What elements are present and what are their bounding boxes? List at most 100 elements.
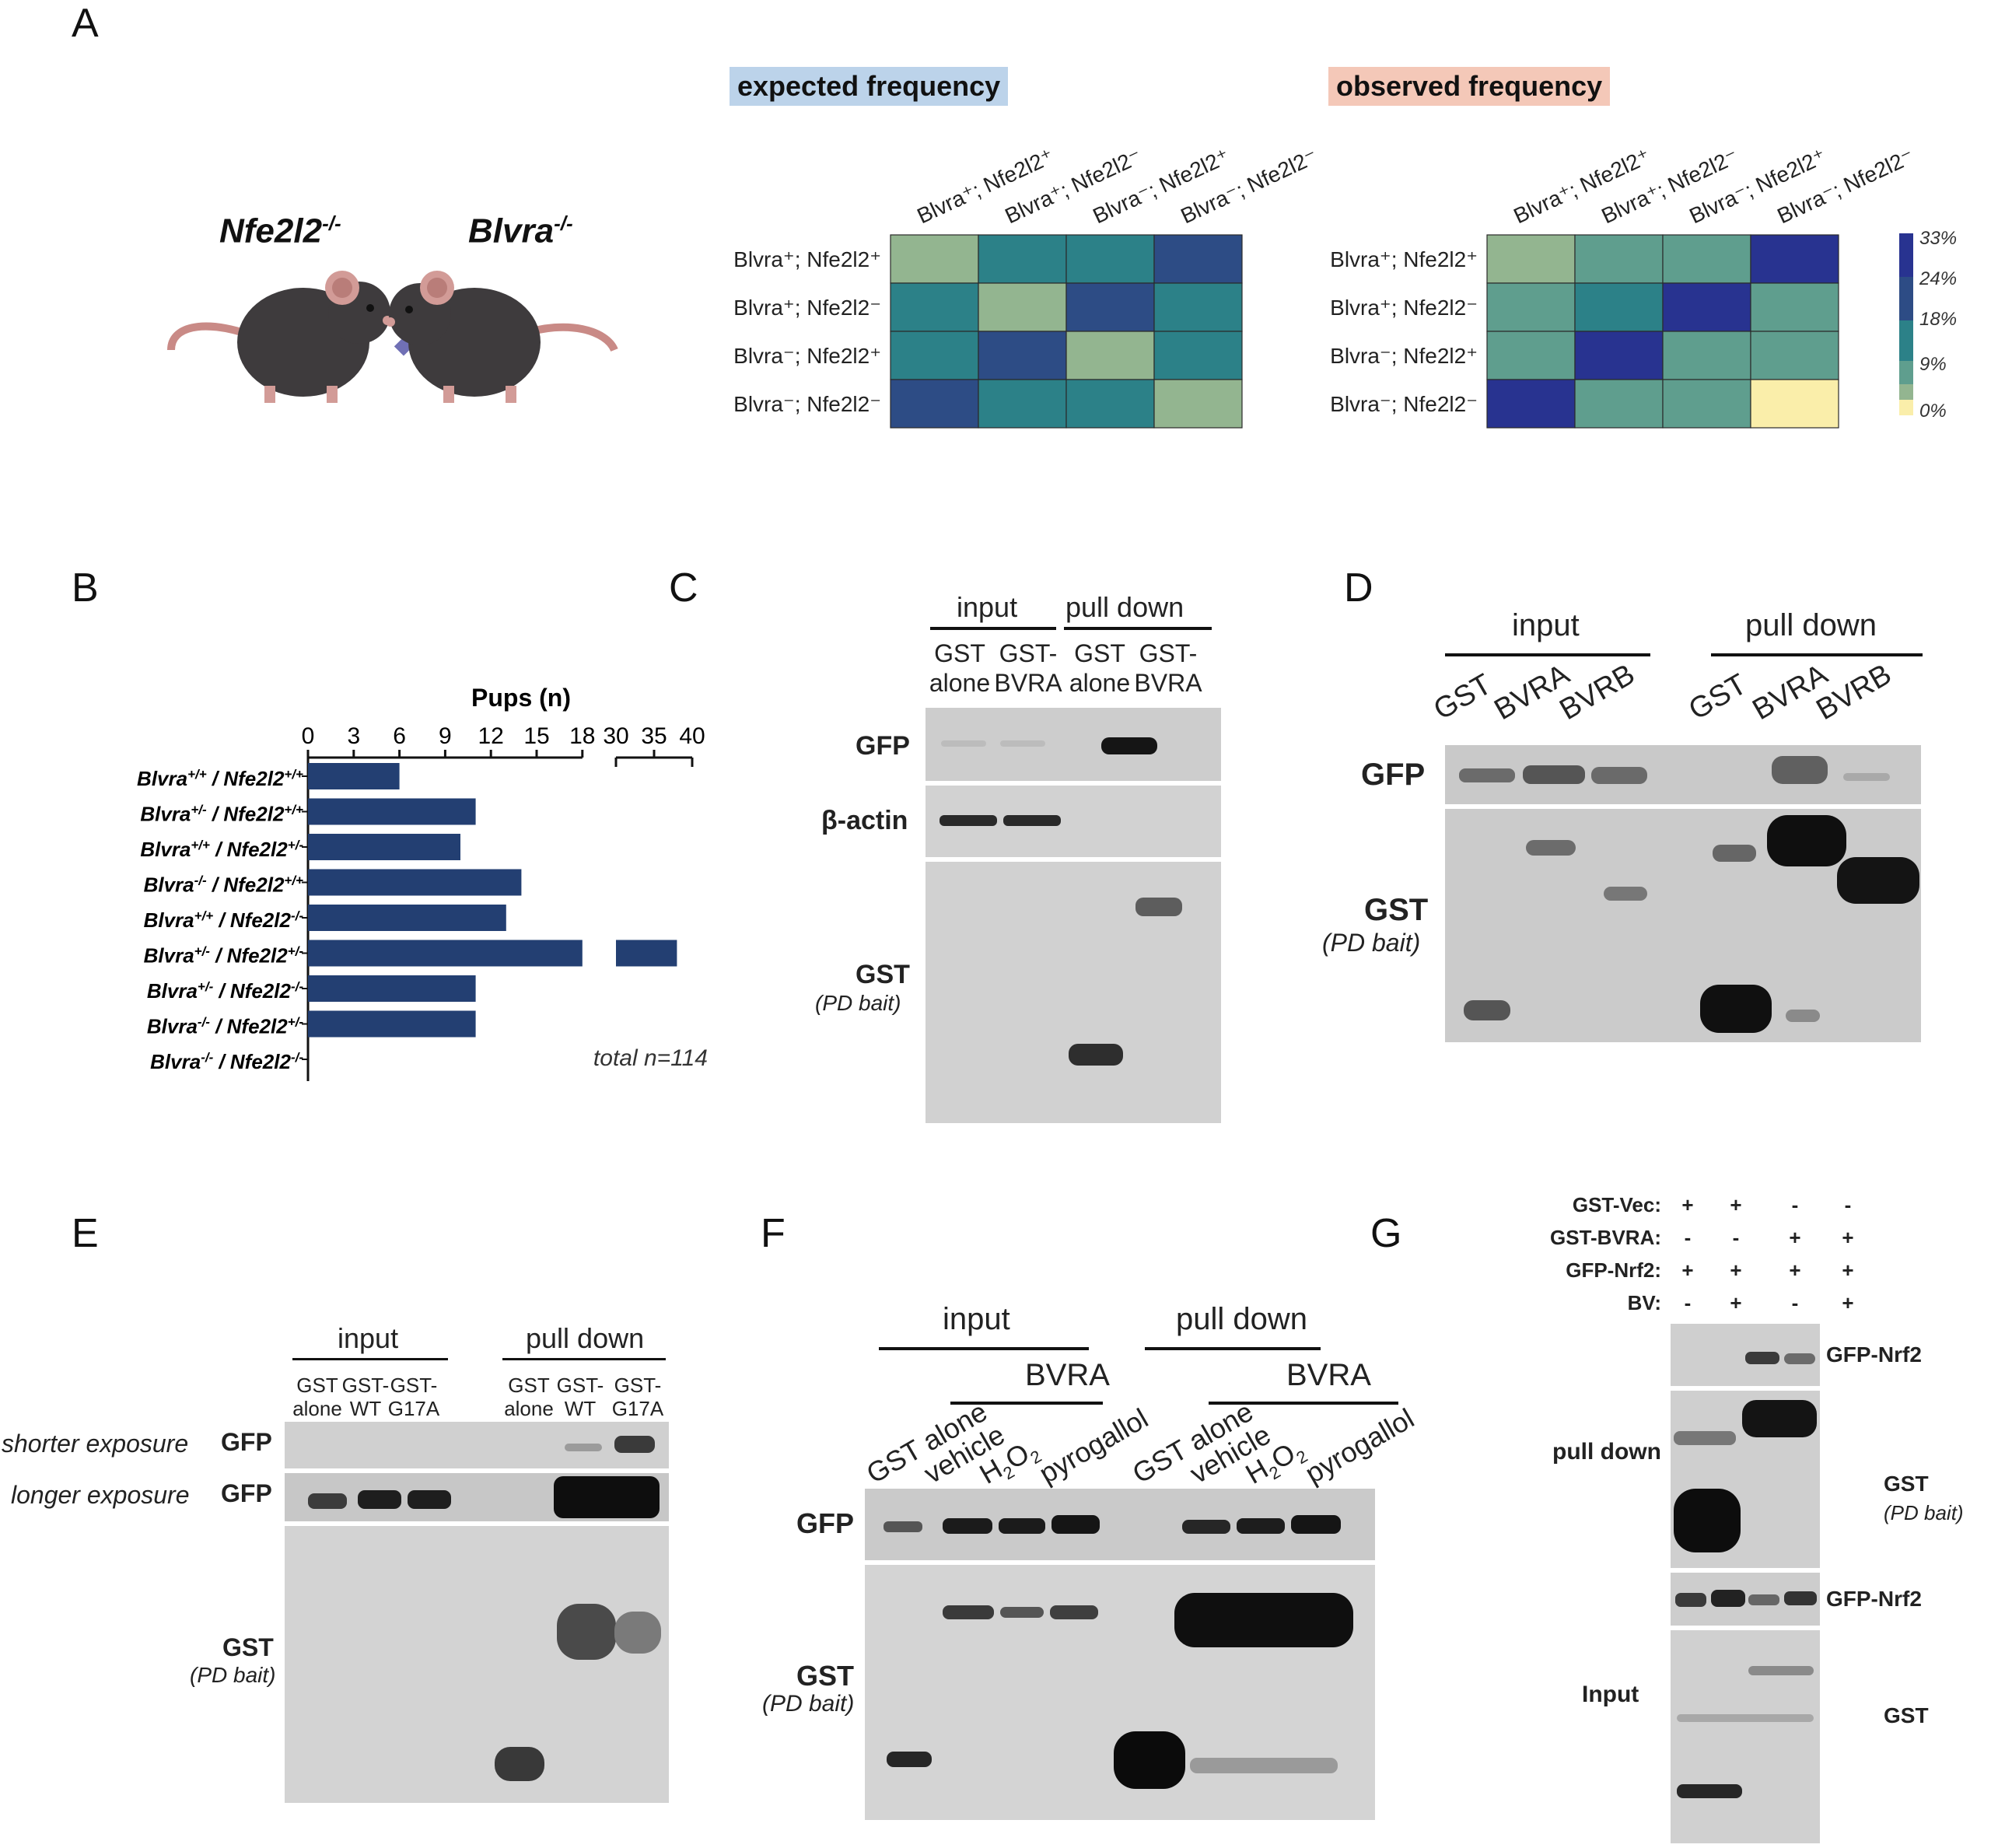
b-tick-label: 40 (679, 723, 705, 749)
e-lane-label-line1: GST- (341, 1374, 390, 1397)
panel-a: Nfe2l2-/- Blvra-/- ✖ (0, 0, 1991, 467)
e-lane-label-line1: GST- (556, 1374, 604, 1397)
c-lane-label-line2: alone (929, 669, 991, 697)
e-lane-label-line2: WT (564, 1397, 597, 1420)
c-input-bracket (930, 627, 1056, 630)
b-category-label: Blvra+/+ / Nfe2l2+/- (140, 838, 303, 862)
g-condition-sign: - (1684, 1226, 1692, 1249)
b-category-label: Blvra+/- / Nfe2l2-/- (147, 979, 303, 1003)
heatmap-cell (890, 331, 979, 380)
b-category-label: Blvra-/- / Nfe2l2+/- (147, 1014, 303, 1038)
f-group-input: input (943, 1302, 1010, 1336)
b-category-label: Blvra+/+ / Nfe2l2+/+ (137, 767, 303, 791)
bar (308, 869, 522, 896)
c-blot-gfp (926, 708, 1221, 781)
panel-letter-g: G (1370, 1211, 1402, 1256)
g-condition-sign: + (1730, 1291, 1742, 1314)
e-lane-label-line2: G17A (611, 1397, 664, 1420)
heatmap-row-label: Blvra⁻; Nfe2l2⁺ (733, 344, 881, 368)
heatmap-cell (1662, 331, 1751, 380)
heatmap-row-label: Blvra⁻; Nfe2l2⁺ (1330, 344, 1478, 368)
e-longer-label: longer exposure (11, 1481, 190, 1509)
b-category-label: Blvra-/- / Nfe2l2-/- (150, 1050, 303, 1074)
heatmap-cell (1486, 282, 1576, 332)
g-condition-label: GST-Vec: (1572, 1193, 1661, 1216)
heatmap-cell (1662, 234, 1751, 284)
g-condition-sign: + (1681, 1258, 1694, 1282)
c-lane-label-line1: GST (934, 639, 985, 667)
panel-g: GST-Vec: + + - - GST-BVRA: - - + + GFP-Nrf2: + + + + BV… (1501, 1182, 1991, 1848)
right-mouse-icon (386, 271, 618, 403)
colorbar-segment (1899, 320, 1913, 361)
f-pulldown-bracket (1145, 1347, 1321, 1350)
bar (308, 1010, 476, 1038)
left-mouse-icon (167, 271, 392, 403)
heatmap-cell (1153, 331, 1243, 380)
colorbar-segment (1899, 400, 1913, 415)
panel-letter-f: F (761, 1211, 786, 1256)
panel-b-barchart: Pups (n) 0 3 6 9 12 15 18 30 35 40 Blvra+/+ / Nfe2l… (137, 684, 708, 1081)
colorbar-segment (1899, 277, 1913, 320)
b-tick-label: 12 (478, 723, 504, 749)
heatmap-cell (1662, 282, 1751, 332)
bar (308, 798, 476, 825)
g-row-gfp-nrf2: GFP-Nrf2 (1826, 1342, 1922, 1367)
heatmap-cell (978, 234, 1067, 284)
heatmap-cell (1662, 379, 1751, 429)
b-tick-label: 15 (523, 723, 549, 749)
heatmap-cell (890, 282, 979, 332)
panel-f: input pull down BVRA BVRA GST alone vehic… (747, 1291, 1447, 1836)
panel-letter-a: A (72, 1, 99, 46)
g-row-gfp-nrf2-input: GFP-Nrf2 (1826, 1587, 1922, 1611)
g-input-label: Input (1582, 1682, 1639, 1707)
b-tick-label: 0 (302, 723, 315, 749)
heatmap-expected: Blvra⁺; Nfe2l2⁺ Blvra⁺; Nfe2l2⁻ Blvra⁻; Nf… (733, 144, 1321, 429)
d-row-gfp: GFP (1361, 758, 1426, 792)
g-blot-pd-gfp (1671, 1324, 1820, 1386)
f-bvra-pulldown: BVRA (1286, 1358, 1371, 1392)
b-tick-label: 35 (641, 723, 667, 749)
g-condition-label: BV: (1627, 1291, 1661, 1314)
e-blot-gfp-short (285, 1422, 669, 1468)
f-row-gfp: GFP (796, 1507, 855, 1539)
colorbar-tick: 18% (1919, 309, 1957, 330)
heatmap-cell (1153, 379, 1243, 429)
c-lane-label-line1: GST- (1139, 639, 1198, 667)
g-condition-sign: + (1730, 1258, 1742, 1282)
colorbar-tick: 0% (1919, 401, 1947, 422)
c-lane-label-line1: GST (1074, 639, 1125, 667)
bar (308, 834, 460, 860)
d-input-bracket (1445, 653, 1650, 656)
heatmap-cell (1750, 282, 1839, 332)
panel-c: input pull down GST alone GST- BVRA GST alone… (793, 591, 1229, 1136)
colorbar-tick: 9% (1919, 354, 1947, 375)
d-blot-gfp (1445, 745, 1921, 804)
c-blot-gst (926, 862, 1221, 1123)
d-pulldown-bracket (1711, 653, 1923, 656)
expected-title: expected frequency (730, 67, 1009, 106)
bar (308, 975, 476, 1002)
g-condition-sign: + (1842, 1258, 1854, 1282)
heatmap-cell (1065, 234, 1155, 284)
heatmap-cell (1065, 282, 1155, 332)
g-condition-sign: + (1681, 1193, 1694, 1216)
heatmap-cell (1153, 234, 1243, 284)
f-lane-label: pyrogallol (1300, 1402, 1419, 1490)
b-category-label: Blvra-/- / Nfe2l2+/+ (144, 873, 303, 897)
mice-illustration: ✖ (167, 271, 618, 403)
f-blot-gst (865, 1565, 1375, 1820)
heatmaps-svg: Blvra⁺; Nfe2l2⁺ Blvra⁺; Nfe2l2⁻ Blvra⁻; Nf… (733, 144, 1957, 429)
colorbar-segment (1899, 233, 1913, 277)
g-pulldown-label: pull down (1552, 1439, 1661, 1465)
g-condition-sign: - (1844, 1193, 1852, 1216)
d-lane-label: BVRB (1811, 658, 1898, 727)
panel-letter-c: C (669, 565, 698, 611)
c-row-gst: GST (856, 960, 910, 989)
bar (308, 905, 506, 931)
f-group-pulldown: pull down (1176, 1302, 1308, 1336)
g-condition-sign: - (1684, 1291, 1692, 1314)
c-group-input: input (957, 591, 1018, 623)
e-lane-label-line1: GST- (614, 1374, 662, 1397)
b-tick-label: 30 (603, 723, 628, 749)
heatmap-cell (978, 282, 1067, 332)
